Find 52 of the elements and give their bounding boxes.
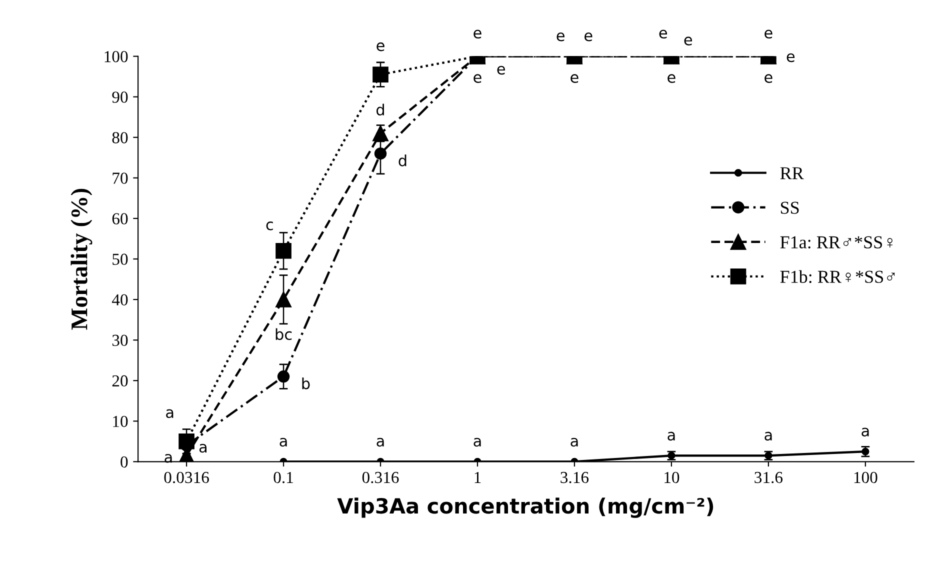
y-tick-label: 50 xyxy=(112,254,128,265)
y-tick-label: 60 xyxy=(112,213,128,224)
legend-label: F1b: RR♀*SS♂ xyxy=(780,270,895,284)
data-label: bc xyxy=(276,328,292,340)
data-label: d xyxy=(398,154,406,166)
data-label: e xyxy=(786,53,795,62)
data-label: e xyxy=(556,32,564,42)
x-tick-label: 1 xyxy=(474,472,481,483)
data-label: a xyxy=(199,444,206,453)
data-label: e xyxy=(570,74,578,83)
x-tick-label: 31.6 xyxy=(754,472,783,484)
x-tick-label: 0.1 xyxy=(274,472,293,484)
data-label: e xyxy=(474,74,482,83)
data-label: e xyxy=(584,32,592,42)
y-tick-label: 30 xyxy=(112,334,128,346)
legend-label: SS xyxy=(780,202,799,214)
y-tick-label: 100 xyxy=(104,51,128,62)
y-tick-label: 70 xyxy=(112,172,128,184)
y-tick-label: 90 xyxy=(112,92,128,103)
y-tick-label: 10 xyxy=(113,416,128,428)
y-tick-label: 20 xyxy=(112,375,128,387)
data-label: a xyxy=(474,438,481,447)
y-tick-label: 40 xyxy=(112,294,128,306)
data-label: a xyxy=(376,438,384,447)
data-label: e xyxy=(497,66,505,75)
data-label: c xyxy=(266,222,273,230)
x-tick-label: 3.16 xyxy=(560,472,589,484)
data-label: a xyxy=(166,409,174,418)
data-label: e xyxy=(764,30,772,39)
data-label: a xyxy=(668,432,675,441)
data-label: e xyxy=(668,74,676,83)
x-tick-label: 10 xyxy=(664,472,680,484)
data-label: a xyxy=(764,432,772,441)
data-label: d xyxy=(376,104,384,116)
y-tick-label: 0 xyxy=(120,456,128,468)
data-label: e xyxy=(376,42,384,52)
data-label: e xyxy=(684,36,692,46)
x-tick-label: 100 xyxy=(854,472,878,484)
data-label: e xyxy=(474,30,482,39)
data-label: a xyxy=(280,438,287,447)
legend-label: F1a: RR♂*SS♀ xyxy=(780,236,892,248)
data-label: a xyxy=(862,428,869,437)
x-tick-label: 0.0316 xyxy=(164,472,209,484)
legend-label: RR xyxy=(780,167,804,180)
data-label: b xyxy=(302,377,310,390)
x-axis-title: Vip3Aa concentration (mg/cm⁻²) xyxy=(337,498,714,518)
data-label: e xyxy=(764,74,772,83)
data-label: a xyxy=(570,438,578,447)
y-axis-title: Mortality (%) xyxy=(70,188,92,330)
x-tick-label: 0.316 xyxy=(362,472,399,484)
y-tick-label: 80 xyxy=(112,132,128,144)
data-label: e xyxy=(659,30,668,39)
